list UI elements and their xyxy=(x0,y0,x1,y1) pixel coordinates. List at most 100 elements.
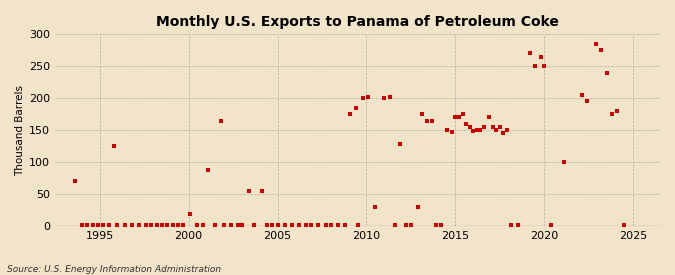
Point xyxy=(210,223,221,227)
Point xyxy=(167,223,178,227)
Point xyxy=(272,223,283,227)
Point xyxy=(582,99,593,104)
Point xyxy=(109,144,119,148)
Text: Source: U.S. Energy Information Administration: Source: U.S. Energy Information Administ… xyxy=(7,265,221,274)
Point xyxy=(119,223,130,227)
Point xyxy=(286,223,297,227)
Point xyxy=(546,223,557,227)
Point xyxy=(487,125,498,129)
Point xyxy=(320,223,331,227)
Point xyxy=(389,223,400,227)
Point xyxy=(441,128,452,132)
Point xyxy=(126,223,137,227)
Point xyxy=(92,223,103,227)
Point xyxy=(134,223,144,227)
Point xyxy=(103,223,114,227)
Point xyxy=(294,223,304,227)
Point xyxy=(244,189,254,193)
Point xyxy=(151,223,162,227)
Point xyxy=(495,125,506,129)
Point xyxy=(215,118,226,123)
Point xyxy=(535,54,546,59)
Point xyxy=(406,223,416,227)
Point xyxy=(87,223,98,227)
Point xyxy=(596,48,607,53)
Point xyxy=(261,223,272,227)
Point xyxy=(279,223,290,227)
Point xyxy=(185,212,196,217)
Point xyxy=(192,223,203,227)
Point xyxy=(395,142,406,146)
Point xyxy=(436,223,447,227)
Point xyxy=(236,223,247,227)
Point xyxy=(70,179,80,183)
Point xyxy=(306,223,317,227)
Point xyxy=(468,129,479,134)
Point xyxy=(524,51,535,56)
Point xyxy=(479,125,489,129)
Point xyxy=(352,223,363,227)
Point xyxy=(219,223,230,227)
Point xyxy=(345,112,356,116)
Point xyxy=(498,131,509,136)
Point xyxy=(431,223,441,227)
Point xyxy=(98,223,109,227)
Point xyxy=(197,223,208,227)
Point xyxy=(484,115,495,120)
Point xyxy=(233,223,244,227)
Point xyxy=(576,93,587,97)
Point xyxy=(446,130,457,134)
Point xyxy=(178,223,188,227)
Point xyxy=(313,223,324,227)
Point xyxy=(112,223,123,227)
Point xyxy=(363,95,374,99)
Point xyxy=(461,122,472,126)
Point xyxy=(607,112,618,116)
Y-axis label: Thousand Barrels: Thousand Barrels xyxy=(15,85,25,176)
Point xyxy=(475,128,486,132)
Point xyxy=(612,109,623,113)
Title: Monthly U.S. Exports to Panama of Petroleum Coke: Monthly U.S. Exports to Panama of Petrol… xyxy=(156,15,559,29)
Point xyxy=(464,125,475,129)
Point xyxy=(400,223,411,227)
Point xyxy=(416,112,427,116)
Point xyxy=(146,223,157,227)
Point xyxy=(82,223,92,227)
Point xyxy=(512,223,523,227)
Point xyxy=(340,223,350,227)
Point xyxy=(601,70,612,75)
Point xyxy=(558,160,569,164)
Point xyxy=(350,106,361,110)
Point xyxy=(379,96,389,100)
Point xyxy=(591,42,601,46)
Point xyxy=(471,128,482,132)
Point xyxy=(202,167,213,172)
Point xyxy=(226,223,237,227)
Point xyxy=(619,223,630,227)
Point xyxy=(427,118,437,123)
Point xyxy=(267,223,277,227)
Point xyxy=(491,128,502,132)
Point xyxy=(249,223,260,227)
Point xyxy=(333,223,344,227)
Point xyxy=(140,223,151,227)
Point xyxy=(384,95,395,99)
Point xyxy=(412,205,423,209)
Point xyxy=(505,223,516,227)
Point xyxy=(157,223,167,227)
Point xyxy=(76,223,87,227)
Point xyxy=(457,112,468,116)
Point xyxy=(256,189,267,193)
Point xyxy=(325,223,336,227)
Point xyxy=(300,223,311,227)
Point xyxy=(530,64,541,68)
Point xyxy=(502,128,512,132)
Point xyxy=(450,115,461,120)
Point xyxy=(539,64,549,68)
Point xyxy=(370,205,381,209)
Point xyxy=(358,96,369,100)
Point xyxy=(162,223,173,227)
Point xyxy=(173,223,184,227)
Point xyxy=(454,115,464,120)
Point xyxy=(422,118,433,123)
